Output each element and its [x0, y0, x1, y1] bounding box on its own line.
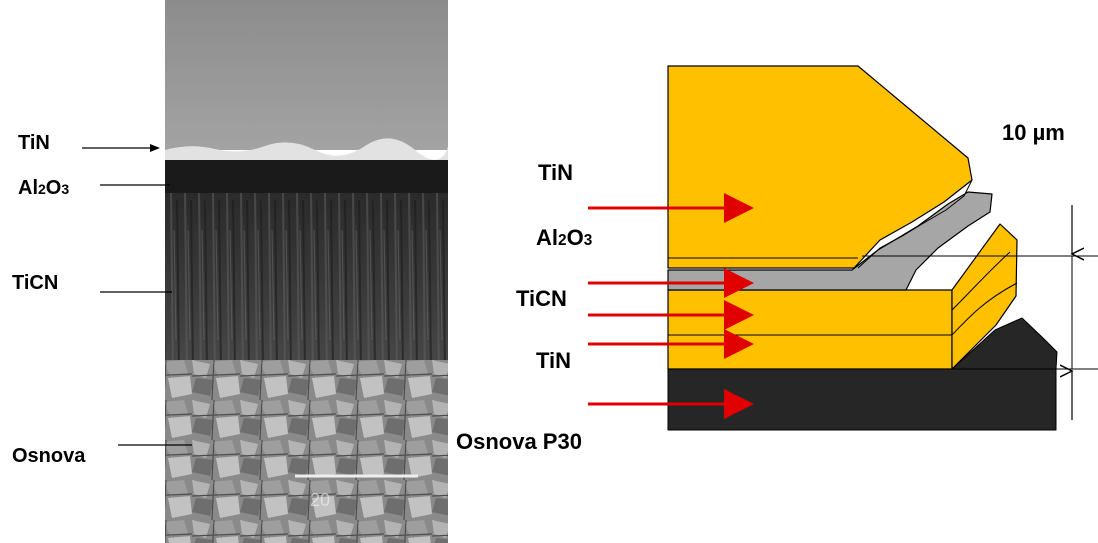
- sem-label-al2o3: Al2O3: [18, 177, 69, 199]
- sem-substrate-grains: [165, 360, 448, 543]
- sem-label-osnova: Osnova: [12, 445, 86, 467]
- schematic-label-ticn: TiCN: [516, 286, 567, 311]
- schematic-substrate-block: [667, 368, 1057, 431]
- sem-al2o3-layer: [165, 160, 448, 195]
- schematic-labels: TiN Al2O3 TiCN TiN Osnova P30 10 µm: [456, 120, 1065, 454]
- schematic-label-thickness: 10 µm: [1002, 120, 1065, 145]
- schematic-label-tin-top: TiN: [538, 160, 573, 185]
- schematic-label-tin-bottom: TiN: [536, 348, 571, 373]
- sem-tin-layer: [165, 138, 448, 162]
- sem-background-mount: [165, 0, 448, 150]
- schematic-top-tin-edge: [857, 179, 973, 269]
- sem-label-tin: TiN: [18, 132, 50, 154]
- sem-scale-bar-label: 20: [310, 490, 330, 510]
- schematic-arrows: [588, 193, 754, 419]
- sem-micrograph: 20: [165, 0, 448, 543]
- schematic-lower-slab: [667, 289, 953, 370]
- sem-ticn-layer: [165, 193, 448, 365]
- sem-labels: TiN Al2O3 TiCN Osnova: [12, 132, 192, 467]
- sem-label-ticn: TiCN: [12, 272, 58, 294]
- schematic-label-al2o3: Al2O3: [536, 225, 592, 250]
- schematic-lower-side-lines: [951, 251, 1018, 336]
- schematic-label-substrate: Osnova P30: [456, 429, 582, 454]
